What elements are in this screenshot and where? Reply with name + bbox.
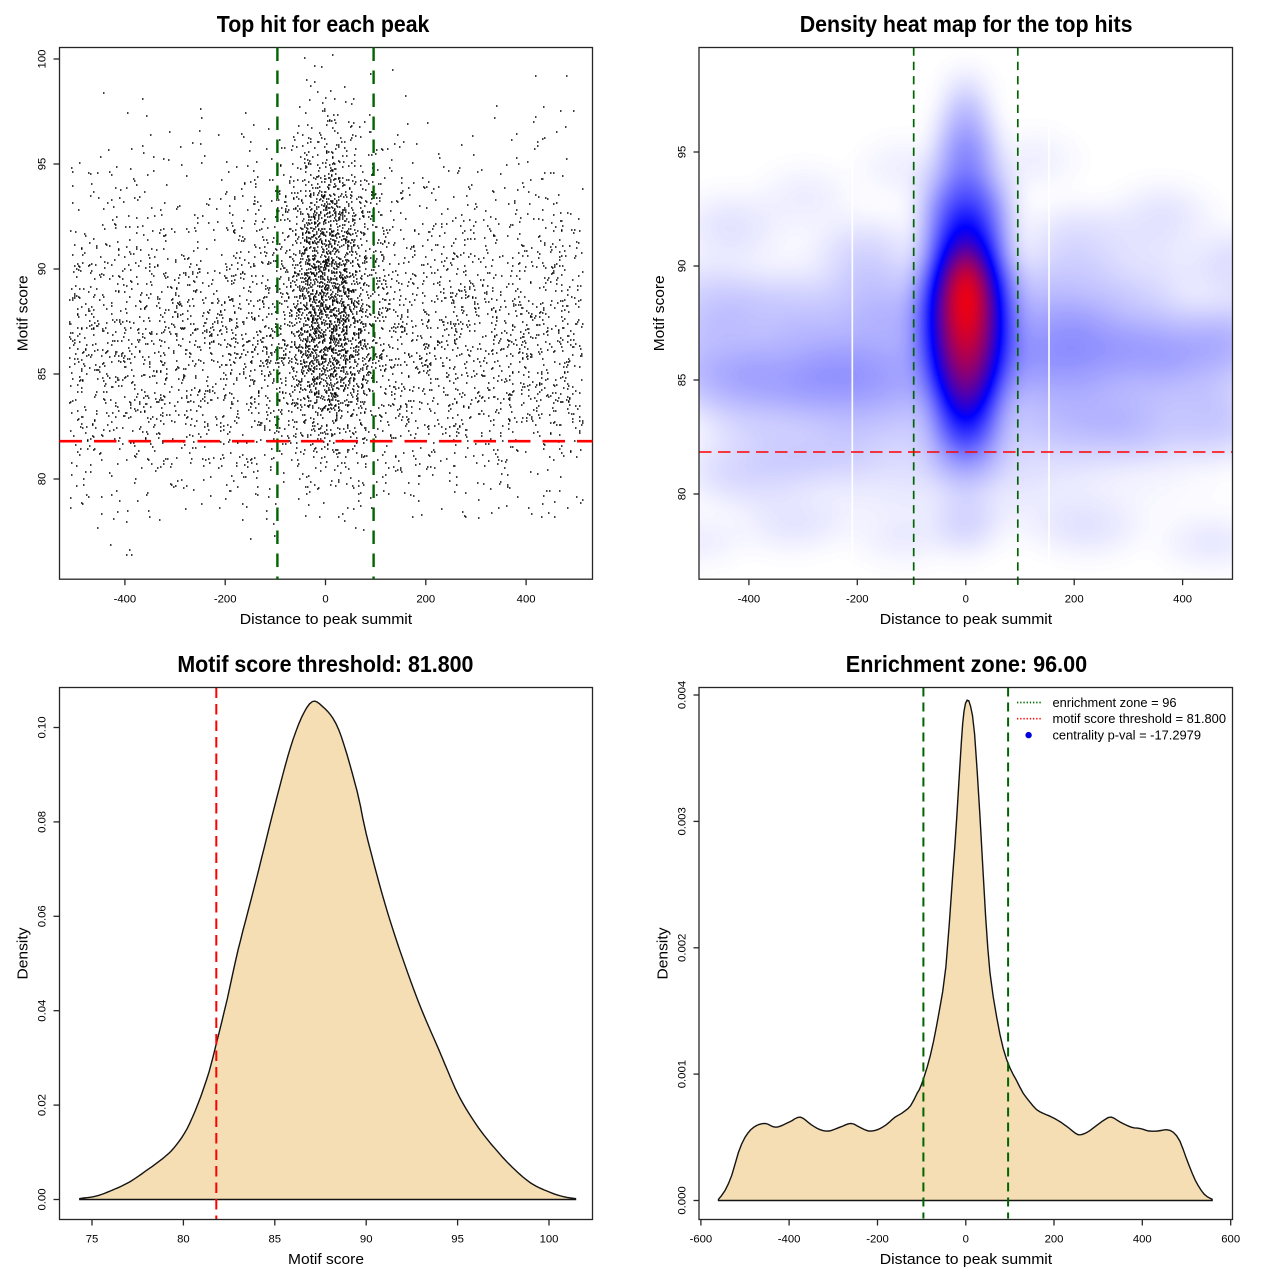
svg-text:0: 0 <box>963 594 969 606</box>
svg-text:85: 85 <box>677 374 689 387</box>
svg-text:90: 90 <box>677 260 689 273</box>
svg-text:0.000: 0.000 <box>677 1186 689 1214</box>
svg-text:95: 95 <box>37 158 49 171</box>
svg-text:0.00: 0.00 <box>37 1189 49 1211</box>
svg-text:0.02: 0.02 <box>37 1094 49 1116</box>
svg-text:400: 400 <box>1133 1234 1152 1246</box>
svg-text:Motif score threshold: 81.800: Motif score threshold: 81.800 <box>177 651 473 677</box>
svg-text:200: 200 <box>416 594 435 606</box>
svg-text:enrichment zone = 96: enrichment zone = 96 <box>1053 696 1177 710</box>
svg-text:200: 200 <box>1065 594 1084 606</box>
svg-text:100: 100 <box>37 50 49 69</box>
svg-text:0.04: 0.04 <box>37 1000 49 1022</box>
svg-text:0: 0 <box>963 1234 969 1246</box>
svg-text:90: 90 <box>37 263 49 276</box>
svg-text:-400: -400 <box>114 594 137 606</box>
svg-text:0.10: 0.10 <box>37 717 49 739</box>
svg-text:Distance to peak summit: Distance to peak summit <box>880 611 1053 628</box>
svg-text:0.004: 0.004 <box>677 681 689 709</box>
svg-text:100: 100 <box>540 1234 559 1246</box>
svg-text:Distance to peak summit: Distance to peak summit <box>240 611 413 628</box>
svg-text:0.003: 0.003 <box>677 807 689 835</box>
svg-text:200: 200 <box>1045 1234 1064 1246</box>
svg-text:85: 85 <box>269 1234 282 1246</box>
svg-text:-200: -200 <box>214 594 237 606</box>
svg-text:400: 400 <box>517 594 536 606</box>
svg-text:600: 600 <box>1221 1234 1240 1246</box>
svg-text:Distance to peak summit: Distance to peak summit <box>880 1251 1053 1268</box>
svg-text:-400: -400 <box>738 594 761 606</box>
svg-text:Density: Density <box>15 927 32 979</box>
svg-text:0.08: 0.08 <box>37 811 49 833</box>
svg-text:Density: Density <box>655 927 672 979</box>
svg-text:Motif score: Motif score <box>288 1251 364 1268</box>
svg-text:95: 95 <box>451 1234 464 1246</box>
svg-text:75: 75 <box>86 1234 99 1246</box>
svg-text:centrality p-val = -17.2979: centrality p-val = -17.2979 <box>1053 728 1202 742</box>
svg-text:80: 80 <box>177 1234 190 1246</box>
svg-text:90: 90 <box>360 1234 373 1246</box>
svg-text:motif score threshold = 81.800: motif score threshold = 81.800 <box>1053 712 1227 726</box>
svg-text:95: 95 <box>677 146 689 159</box>
svg-text:-600: -600 <box>690 1234 713 1246</box>
svg-text:Motif score: Motif score <box>15 275 32 351</box>
svg-text:0.002: 0.002 <box>677 934 689 962</box>
svg-text:-200: -200 <box>846 594 869 606</box>
svg-text:400: 400 <box>1173 594 1192 606</box>
svg-text:-400: -400 <box>778 1234 801 1246</box>
svg-text:85: 85 <box>37 368 49 381</box>
svg-text:-200: -200 <box>866 1234 889 1246</box>
svg-text:0.06: 0.06 <box>37 905 49 927</box>
svg-text:Motif score: Motif score <box>651 275 668 351</box>
svg-text:0.001: 0.001 <box>677 1060 689 1088</box>
svg-text:80: 80 <box>37 473 49 486</box>
svg-text:Top hit for each peak: Top hit for each peak <box>217 11 430 37</box>
svg-text:Density heat map for the top h: Density heat map for the top hits <box>800 11 1133 37</box>
svg-text:Enrichment zone: 96.00: Enrichment zone: 96.00 <box>846 651 1087 677</box>
svg-text:80: 80 <box>677 488 689 501</box>
svg-text:0: 0 <box>322 594 328 606</box>
